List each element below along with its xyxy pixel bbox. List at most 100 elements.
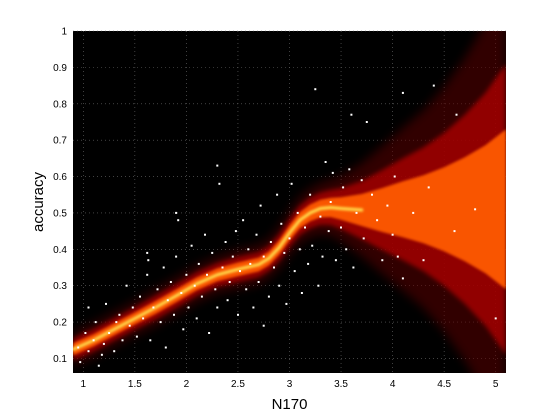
scatter-point bbox=[371, 193, 373, 196]
scatter-point bbox=[200, 295, 203, 298]
scatter-point bbox=[195, 317, 198, 320]
scatter-point bbox=[146, 273, 149, 276]
scatter-point bbox=[283, 251, 286, 254]
scatter-point bbox=[214, 288, 217, 291]
x-tick-label: 3.5 bbox=[334, 379, 348, 390]
scatter-point bbox=[259, 204, 262, 207]
scatter-point bbox=[267, 295, 270, 298]
scatter-point bbox=[422, 259, 425, 262]
scatter-point bbox=[228, 281, 231, 283]
scatter-points bbox=[77, 84, 497, 367]
scatter-point bbox=[288, 237, 291, 240]
scatter-point bbox=[296, 211, 299, 214]
scatter-point bbox=[252, 306, 255, 309]
scatter-point bbox=[175, 211, 178, 214]
x-tick-label: 2 bbox=[184, 379, 190, 390]
scatter-point bbox=[355, 211, 358, 214]
x-tick-label: 4 bbox=[390, 379, 396, 390]
scatter-point bbox=[269, 241, 272, 243]
scatter-point bbox=[262, 324, 265, 327]
scatter-point bbox=[298, 248, 301, 251]
x-axis-ticks: 1 1.5 2 2.5 3 3.5 4 4.5 5 bbox=[81, 379, 499, 390]
scatter-point bbox=[100, 353, 103, 356]
scatter-point bbox=[234, 230, 237, 233]
scatter-point bbox=[193, 284, 196, 287]
scatter-point bbox=[311, 244, 314, 247]
scatter-point bbox=[185, 273, 188, 276]
scatter-point bbox=[307, 262, 310, 265]
x-tick-label: 2.5 bbox=[231, 379, 245, 390]
scatter-point bbox=[226, 299, 229, 302]
scatter-point bbox=[142, 317, 145, 320]
scatter-point bbox=[224, 241, 227, 243]
scatter-point bbox=[121, 339, 124, 342]
scatter-point bbox=[242, 219, 245, 222]
scatter-point bbox=[280, 222, 283, 225]
y-tick-label: 0.7 bbox=[53, 136, 67, 147]
scatter-point bbox=[245, 288, 248, 291]
y-tick-label: 0.4 bbox=[53, 245, 67, 256]
scatter-point bbox=[216, 306, 219, 309]
scatter-point bbox=[319, 215, 322, 218]
scatter-point bbox=[331, 171, 334, 174]
scatter-point bbox=[118, 313, 121, 316]
scatter-point bbox=[257, 281, 260, 283]
scatter-point bbox=[231, 255, 234, 258]
scatter-point bbox=[108, 332, 111, 334]
scatter-point bbox=[401, 91, 404, 94]
scatter-point bbox=[187, 306, 190, 309]
scatter-point bbox=[79, 361, 82, 364]
scatter-point bbox=[453, 230, 456, 233]
scatter-point bbox=[135, 335, 138, 338]
y-tick-label: 0.1 bbox=[53, 354, 67, 365]
scatter-point bbox=[180, 292, 183, 294]
scatter-point bbox=[329, 201, 332, 203]
scatter-point bbox=[324, 161, 327, 163]
scatter-point bbox=[92, 339, 95, 342]
scatter-point bbox=[156, 288, 159, 291]
scatter-point bbox=[102, 342, 105, 345]
scatter-point bbox=[494, 317, 497, 320]
scatter-point bbox=[381, 259, 384, 262]
scatter-point bbox=[352, 266, 355, 269]
scatter-point bbox=[87, 350, 90, 353]
scatter-point bbox=[125, 284, 128, 287]
scatter-point bbox=[432, 84, 435, 87]
trend-band-inner bbox=[73, 129, 506, 356]
scatter-point bbox=[87, 306, 90, 309]
x-tick-label: 1.5 bbox=[128, 379, 142, 390]
scatter-point bbox=[285, 302, 288, 305]
scatter-point bbox=[391, 233, 394, 236]
scatter-point bbox=[115, 321, 118, 324]
scatter-point bbox=[321, 255, 324, 258]
y-tick-label: 0.8 bbox=[53, 99, 67, 110]
scatter-point bbox=[105, 302, 107, 305]
y-tick-label: 0.6 bbox=[53, 172, 67, 183]
scatter-point bbox=[427, 186, 430, 189]
scatter-point bbox=[113, 350, 116, 353]
scatter-point bbox=[455, 113, 458, 116]
scatter-point bbox=[386, 204, 389, 207]
x-tick-label: 1 bbox=[81, 379, 87, 390]
scatter-point bbox=[211, 251, 214, 254]
scatter-point bbox=[204, 233, 206, 236]
scatter-point bbox=[360, 179, 363, 182]
scatter-point bbox=[131, 306, 134, 309]
scatter-point bbox=[146, 251, 149, 254]
scatter-point bbox=[317, 284, 320, 287]
scatter-point bbox=[304, 226, 306, 229]
scatter-point bbox=[249, 262, 252, 265]
x-axis-label: N170 bbox=[272, 396, 308, 413]
scatter-point bbox=[348, 168, 351, 171]
scatter-point bbox=[401, 277, 404, 280]
trend-band-middle bbox=[73, 63, 506, 361]
scatter-point bbox=[164, 346, 167, 349]
scatter-point bbox=[255, 233, 258, 236]
scatter-point bbox=[159, 321, 162, 324]
scatter-point bbox=[208, 332, 211, 334]
scatter-point bbox=[396, 255, 399, 258]
scatter-point bbox=[376, 219, 379, 222]
scatter-point bbox=[362, 237, 365, 240]
scatter-point bbox=[247, 248, 250, 251]
